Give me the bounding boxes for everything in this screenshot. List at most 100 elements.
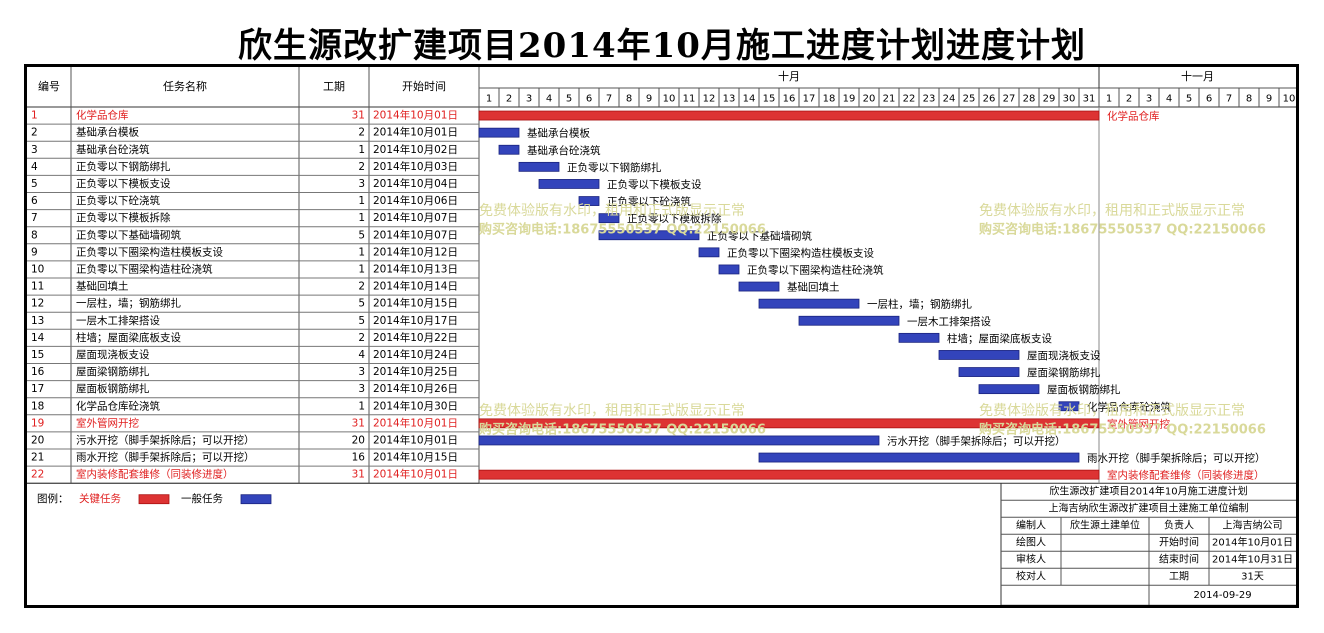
- info-duration-label: 工期: [1169, 571, 1189, 583]
- task-number: 6: [31, 195, 38, 207]
- info-end-label: 结束时间: [1159, 553, 1199, 566]
- day-label-oct-26: 26: [983, 94, 996, 105]
- task-bar: [938, 350, 1020, 360]
- task-name: 柱墙；屋面梁底板支设: [76, 331, 181, 344]
- task-name: 一层木工排架搭设: [76, 314, 160, 327]
- task-duration: 1: [358, 195, 365, 207]
- task-bar: [518, 161, 560, 172]
- task-name: 雨水开挖（脚手架拆除后；可以开挖）: [76, 451, 255, 464]
- legend-normal-label: 一般任务: [181, 492, 223, 505]
- task-name: 基础回填土: [76, 280, 129, 293]
- task-name: 基础承台模板: [76, 126, 139, 139]
- day-label-oct-7: 7: [606, 94, 612, 105]
- info-date: 2014-09-29: [1193, 590, 1251, 601]
- task-duration: 5: [358, 298, 365, 310]
- watermark-text: 购买咨询电话:18675550537 QQ:22150066: [979, 422, 1266, 438]
- task-start: 2014年10月12日: [373, 245, 458, 258]
- task-bar: [718, 264, 740, 275]
- task-start: 2014年10月24日: [373, 348, 458, 361]
- day-label-oct-1: 1: [486, 94, 492, 105]
- day-label-oct-31: 31: [1083, 94, 1096, 105]
- task-duration: 3: [358, 178, 365, 190]
- day-label-oct-20: 20: [863, 94, 876, 105]
- task-name: 屋面现浇板支设: [76, 348, 150, 361]
- task-duration: 2: [358, 161, 365, 173]
- task-bar: [598, 213, 620, 224]
- day-label-oct-4: 4: [546, 94, 552, 105]
- gantt-frame: 编号 任务名称 工期 开始时间 十月 十一月 1 2 3 4 5 6 7 8 9 10 11 12 13 14 15 16…: [24, 64, 1299, 608]
- task-bar-label: 污水开挖（脚手架拆除后；可以开挖）: [887, 434, 1066, 447]
- task-name: 化学品仓库砼浇筑: [76, 399, 160, 412]
- watermark-text: 购买咨询电话:18675550537 QQ:22150066: [479, 222, 766, 238]
- task-number: 21: [31, 452, 44, 464]
- task-bar-label: 室内装修配套维修（同装修进度）: [1107, 469, 1265, 482]
- task-bar-label: 屋面梁钢筋绑扎: [1027, 366, 1101, 379]
- task-name: 污水开挖（脚手架拆除后；可以开挖）: [76, 433, 255, 446]
- task-name: 正负零以下基础墙砌筑: [76, 228, 181, 241]
- day-label-oct-28: 28: [1023, 94, 1036, 105]
- task-duration: 5: [358, 315, 365, 327]
- task-bar-label: 正负零以下模板支设: [607, 178, 702, 191]
- task-bar-label: 室外管网开挖: [1107, 417, 1170, 430]
- task-name: 屋面梁钢筋绑扎: [76, 365, 150, 378]
- task-bar: [698, 247, 720, 258]
- info-editor-label: 编制人: [1016, 519, 1046, 532]
- day-label-oct-2: 2: [506, 94, 512, 105]
- task-start: 2014年10月15日: [373, 451, 458, 464]
- task-bar-label: 一层木工排架搭设: [907, 315, 991, 328]
- task-bar-label: 屋面现浇板支设: [1027, 349, 1101, 362]
- task-name: 正负零以下钢筋绑扎: [76, 160, 171, 173]
- task-duration: 31: [352, 417, 365, 429]
- day-label-nov-2: 2: [1126, 94, 1132, 105]
- task-number: 20: [31, 434, 44, 446]
- task-bar: [738, 281, 780, 292]
- day-label-oct-29: 29: [1043, 94, 1056, 105]
- task-start: 2014年10月04日: [373, 177, 458, 190]
- task-name: 基础承台砼浇筑: [76, 143, 150, 156]
- task-bar: [598, 230, 700, 241]
- task-name: 化学品仓库: [76, 109, 129, 122]
- task-start: 2014年10月01日: [373, 433, 458, 446]
- day-label-nov-10: 10: [1283, 94, 1296, 105]
- watermark-text: 购买咨询电话:18675550537 QQ:22150066: [979, 222, 1266, 238]
- task-name: 室外管网开挖: [76, 416, 139, 429]
- info-editor-value: 欣生源土建单位: [1070, 519, 1140, 532]
- info-subtitle: 上海吉纳欣生源改扩建项目土建施工单位编制: [1049, 502, 1249, 515]
- task-bar-label: 屋面板钢筋绑扎: [1047, 383, 1121, 396]
- column-header-duration: 工期: [323, 80, 345, 93]
- day-label-oct-12: 12: [703, 94, 716, 105]
- critical-task-bar: [478, 418, 1100, 429]
- day-label-nov-7: 7: [1226, 94, 1232, 105]
- task-number: 3: [31, 144, 38, 156]
- day-label-nov-4: 4: [1166, 94, 1172, 105]
- task-bar: [758, 452, 1080, 463]
- task-duration: 5: [358, 229, 365, 241]
- task-bar: [478, 435, 880, 446]
- task-start: 2014年10月07日: [373, 211, 458, 224]
- day-label-nov-9: 9: [1266, 94, 1272, 105]
- task-number: 9: [31, 246, 38, 258]
- task-number: 16: [31, 366, 45, 378]
- task-bar-label: 正负零以下砼浇筑: [607, 195, 691, 208]
- day-label-oct-18: 18: [823, 94, 836, 105]
- info-leader-value: 上海吉纳公司: [1223, 519, 1283, 532]
- task-bar-label: 基础承台砼浇筑: [527, 144, 601, 157]
- legend-title: 图例：: [37, 492, 69, 505]
- task-number: 15: [31, 349, 44, 361]
- column-header-name: 任务名称: [163, 79, 207, 93]
- task-bar-label: 基础承台模板: [527, 127, 590, 140]
- task-duration: 2: [358, 127, 365, 139]
- day-label-oct-6: 6: [586, 94, 592, 105]
- task-start: 2014年10月07日: [373, 228, 458, 241]
- task-bar-label: 正负零以下钢筋绑扎: [567, 161, 662, 174]
- task-duration: 1: [358, 212, 365, 224]
- task-number: 8: [31, 229, 38, 241]
- day-label-oct-3: 3: [526, 94, 532, 105]
- task-number: 22: [31, 469, 44, 481]
- task-start: 2014年10月13日: [373, 262, 458, 275]
- task-bar-label: 雨水开挖（脚手架拆除后；可以开挖）: [1087, 452, 1266, 465]
- critical-task-bar: [478, 110, 1100, 121]
- task-bar-label: 基础回填土: [787, 281, 840, 294]
- task-number: 1: [31, 110, 38, 122]
